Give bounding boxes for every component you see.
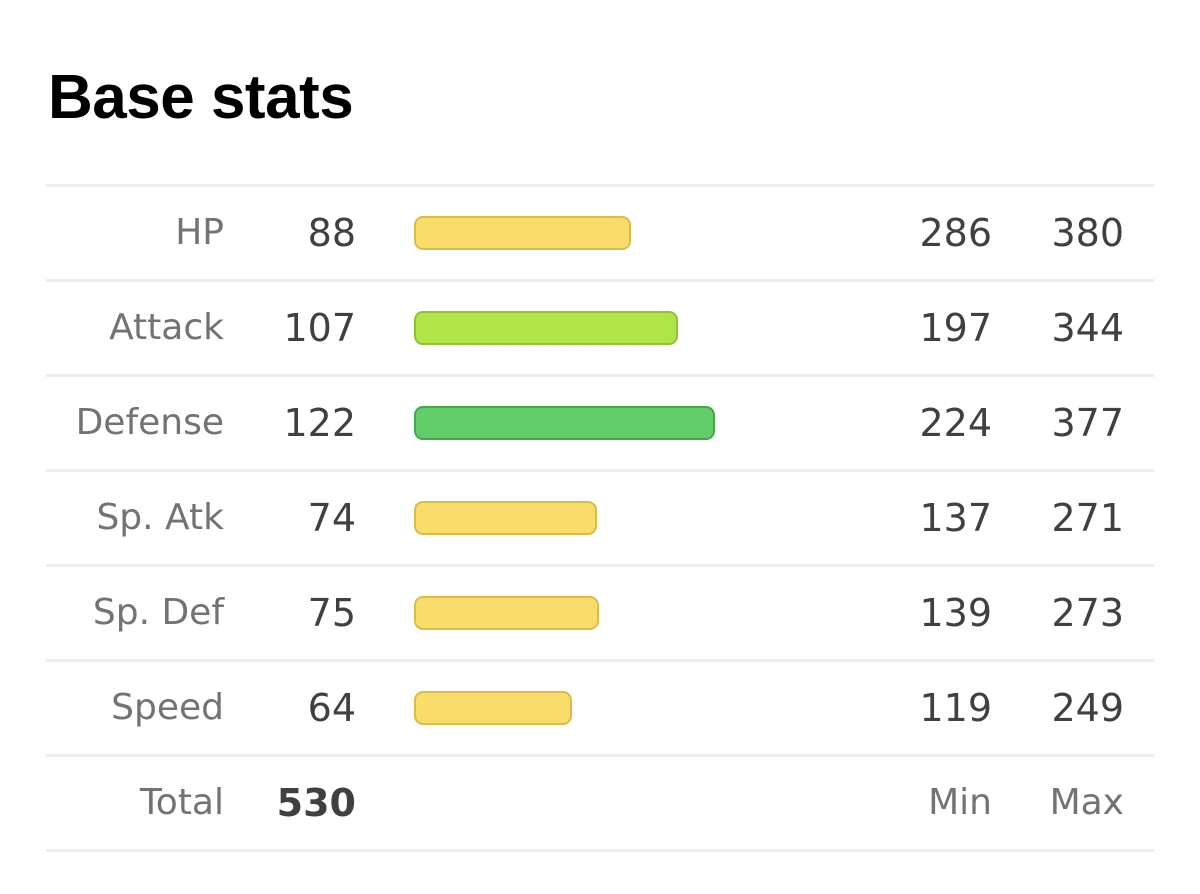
stat-base-value: 88 xyxy=(307,211,356,255)
stat-min-value: 224 xyxy=(919,401,992,445)
base-stats-table: HP 88 286 380 Attack 107 197 344 Defense… xyxy=(46,184,1154,852)
stat-max-value: 377 xyxy=(1051,401,1124,445)
stat-row-defense: Defense 122 224 377 xyxy=(46,377,1154,472)
page-title: Base stats xyxy=(48,63,354,132)
stat-bar xyxy=(414,596,599,630)
min-column-label: Min xyxy=(928,782,992,823)
stat-bar xyxy=(414,311,678,345)
stat-label: Sp. Atk xyxy=(96,497,224,538)
stat-min-value: 286 xyxy=(919,211,992,255)
stat-row-hp: HP 88 286 380 xyxy=(46,187,1154,282)
stat-min-value: 139 xyxy=(919,591,992,635)
stat-row-sp-atk: Sp. Atk 74 137 271 xyxy=(46,472,1154,567)
stat-row-sp-def: Sp. Def 75 139 273 xyxy=(46,567,1154,662)
stat-base-value: 107 xyxy=(283,306,356,350)
total-value: 530 xyxy=(276,781,356,825)
max-column-label: Max xyxy=(1049,782,1124,823)
stat-base-value: 122 xyxy=(283,401,356,445)
stat-bar xyxy=(414,406,715,440)
stat-bar xyxy=(414,691,572,725)
stat-row-speed: Speed 64 119 249 xyxy=(46,662,1154,757)
stat-max-value: 249 xyxy=(1051,686,1124,730)
stat-bar-track xyxy=(414,311,854,345)
stat-label: HP xyxy=(175,212,224,253)
stat-max-value: 273 xyxy=(1051,591,1124,635)
stat-min-value: 137 xyxy=(919,496,992,540)
stat-max-value: 344 xyxy=(1051,306,1124,350)
stat-bar-track xyxy=(414,691,854,725)
stat-row-attack: Attack 107 197 344 xyxy=(46,282,1154,377)
stat-bar xyxy=(414,216,631,250)
stat-base-value: 74 xyxy=(307,496,356,540)
stat-min-value: 119 xyxy=(919,686,992,730)
stat-bar xyxy=(414,501,597,535)
stat-label: Sp. Def xyxy=(92,592,224,633)
stat-row-total: Total 530 Min Max xyxy=(46,757,1154,852)
stat-label: Speed xyxy=(111,687,224,728)
stat-bar-track xyxy=(414,406,854,440)
stat-label: Defense xyxy=(75,402,224,443)
stat-max-value: 271 xyxy=(1051,496,1124,540)
stat-max-value: 380 xyxy=(1051,211,1124,255)
stat-base-value: 64 xyxy=(307,686,356,730)
stat-base-value: 75 xyxy=(307,591,356,635)
stat-bar-track xyxy=(414,501,854,535)
stat-bar-track xyxy=(414,596,854,630)
stat-min-value: 197 xyxy=(919,306,992,350)
stat-label: Attack xyxy=(109,307,224,348)
total-label: Total xyxy=(139,782,224,823)
stat-bar-track xyxy=(414,216,854,250)
